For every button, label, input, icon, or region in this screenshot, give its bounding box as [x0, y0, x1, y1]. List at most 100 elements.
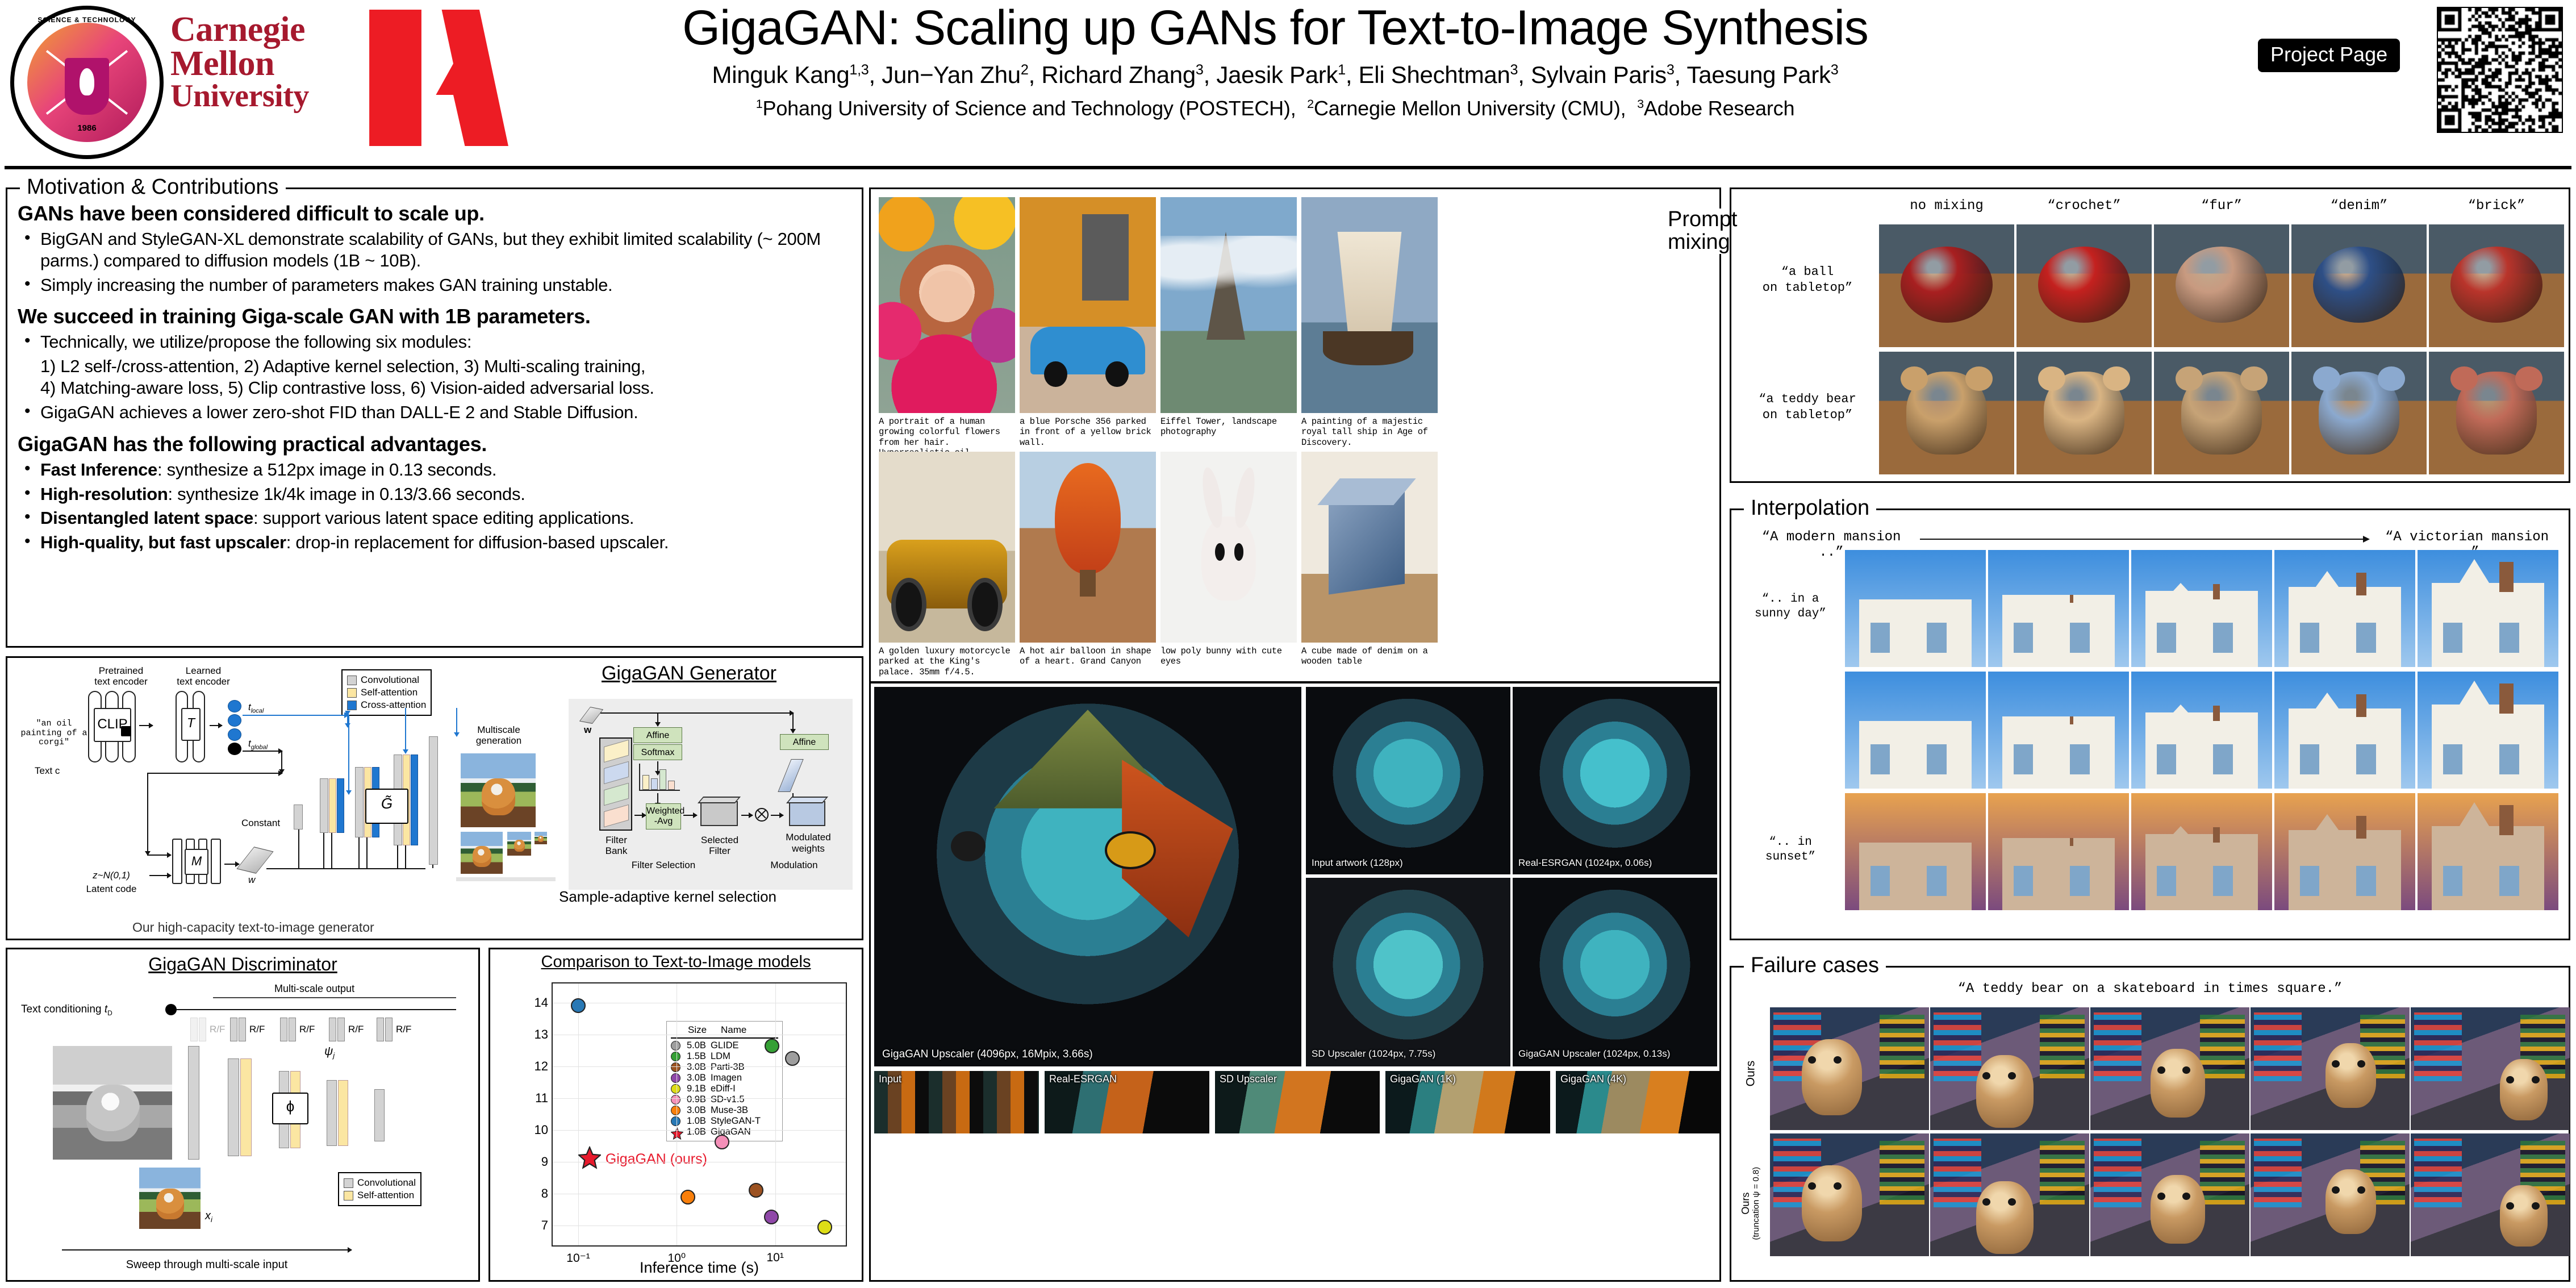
kernel-caption: Sample-adaptive kernel selection	[559, 888, 776, 905]
upscaler-input-image	[1306, 687, 1510, 874]
discriminator-input-image	[53, 1046, 172, 1160]
project-page-button[interactable]: Project Page	[2258, 39, 2400, 72]
title-block: GigaGAN: Scaling up GANs for Text-to-Ima…	[523, 2, 2028, 120]
rf-label: R/F	[299, 1024, 315, 1035]
generator-text-c: Text c	[35, 765, 60, 776]
chart-point[interactable]	[571, 998, 586, 1014]
kernel-w-label: w	[584, 724, 592, 735]
t-local-label: tlocal	[248, 702, 264, 715]
legend-row: Self-attention	[344, 1190, 416, 1201]
corgi-sample-large	[461, 753, 536, 827]
chart-legend-row: 3.0B Imagen	[671, 1073, 778, 1083]
upscaler-sd-image	[1306, 878, 1510, 1066]
motivation-bullet: Technically, we utilize/propose the foll…	[18, 331, 851, 353]
chart-legend-header: Size Name	[671, 1024, 778, 1036]
legend-marker-icon	[671, 1041, 680, 1051]
chart-y-tick: 14	[534, 995, 548, 1010]
advantage-label: High-quality, but fast upscaler	[40, 532, 286, 553]
legend-size: 9.1B	[687, 1083, 706, 1094]
qr-code-icon[interactable]	[2437, 7, 2563, 133]
sample-caption: A golden luxury motorcycle parked at the…	[879, 646, 1011, 677]
prompt-mixing-image	[2016, 224, 2152, 347]
upscaler-giga-image	[1513, 878, 1717, 1066]
legend-marker-icon	[670, 1127, 684, 1140]
advantage-item: High-resolution: synthesize 1k/4k image …	[18, 483, 851, 505]
chart-gridline	[775, 983, 776, 1245]
chart-point[interactable]	[817, 1219, 833, 1235]
crop-label: Real-ESRGAN	[1049, 1073, 1117, 1085]
author-list: Minguk Kang1,3, Jun−Yan Zhu2, Richard Zh…	[712, 61, 1839, 89]
motivation-heading-2: We succeed in training Giga-scale GAN wi…	[18, 305, 591, 328]
upscaler-giga-caption: GigaGAN Upscaler (1024px, 0.13s)	[1518, 1048, 1671, 1059]
failure-row-label: Ours (truncation ψ = 0.8)	[1739, 1166, 1761, 1240]
interp-arrow-icon	[1920, 536, 2370, 543]
m-label: M	[191, 854, 202, 868]
rf-label: R/F	[396, 1024, 412, 1035]
legend-name: LDM	[711, 1051, 730, 1061]
rf-label-faded: R/F	[210, 1024, 226, 1035]
chart-y-tick: 12	[534, 1058, 548, 1073]
motivation-bullet: BigGAN and StyleGAN-XL demonstrate scala…	[18, 228, 851, 272]
g-tilde-box	[365, 789, 408, 824]
generator-panel: GigaGAN Generator "an oil painting of a co…	[6, 656, 863, 940]
discriminator-title: GigaGAN Discriminator	[148, 954, 337, 974]
legend-row: Convolutional	[344, 1177, 416, 1189]
upscaler-large-caption: GigaGAN Upscaler (4096px, 16Mpix, 3.66s)	[882, 1048, 1093, 1060]
motivation-modules-line-1: 1) L2 self-/cross-attention, 2) Adaptive…	[40, 356, 646, 377]
prompt-mixing-column-header: “brick”	[2468, 198, 2525, 214]
chart-point[interactable]	[749, 1183, 764, 1198]
convolutional-swatch-icon	[347, 675, 357, 685]
interpolation-row-label: “.. in sunset”	[1765, 836, 1816, 864]
chart-y-tick: 11	[535, 1090, 548, 1105]
chart-point[interactable]	[763, 1209, 779, 1224]
prompt-mixing-image	[2429, 224, 2564, 347]
filter-bank-label: Filter Bank	[605, 835, 628, 856]
advantage-label: High-resolution	[40, 483, 168, 504]
chart-legend-row: 1.0B StyleGAN-T	[671, 1116, 778, 1127]
chart-y-tick: 9	[541, 1154, 548, 1169]
lock-icon	[121, 726, 131, 736]
affiliation-list: 1Pohang University of Science and Techno…	[755, 97, 1795, 120]
failure-image	[2090, 1007, 2249, 1130]
chart-point[interactable]	[680, 1190, 696, 1205]
cross-attention-swatch-icon	[347, 700, 357, 710]
legend-size: 3.0B	[687, 1062, 706, 1072]
upscaler-input-caption: Input artwork (128px)	[1312, 857, 1403, 868]
failure-image	[2411, 1007, 2570, 1130]
crop-label: GigaGAN (1K)	[1390, 1073, 1456, 1085]
cmu-wordmark: Carnegie Mellon University	[170, 12, 358, 112]
legend-marker-icon	[671, 1095, 680, 1104]
legend-name: eDiff-I	[711, 1083, 736, 1094]
failure-image	[2411, 1133, 2570, 1256]
chart-gridline	[553, 1098, 846, 1099]
upscaler-esrgan-caption: Real-ESRGAN (1024px, 0.06s)	[1518, 857, 1652, 868]
advantage-label: Fast Inference	[40, 459, 157, 480]
interpolation-image	[2274, 550, 2415, 667]
upscaler-esrgan-image	[1513, 687, 1717, 874]
prompt-mixing-image	[2154, 224, 2289, 347]
motivation-panel: Motivation & Contributions GANs have bee…	[6, 175, 863, 648]
header-divider	[5, 166, 2571, 169]
motivation-bullet: Simply increasing the number of paramete…	[18, 274, 851, 296]
chart-point-gigagan[interactable]	[577, 1145, 602, 1172]
interpolation-image	[2418, 793, 2558, 910]
chart-y-tick: 7	[541, 1218, 548, 1232]
generator-title: GigaGAN Generator	[601, 662, 776, 684]
chart-point[interactable]	[765, 1039, 780, 1054]
poster-header: SCIENCE & TECHNOLOGY 1986 Carnegie Mello…	[0, 0, 2576, 170]
cmu-line-3: University	[170, 78, 309, 114]
chart-point[interactable]	[715, 1135, 730, 1149]
prompt-mixing-image	[2291, 352, 2427, 474]
motivation-heading-3: GigaGAN has the following practical adva…	[18, 432, 487, 456]
legend-header-size: Size	[688, 1024, 707, 1035]
phi-box	[272, 1093, 308, 1124]
postech-seal-logo: SCIENCE & TECHNOLOGY 1986	[10, 6, 164, 159]
rf-label: R/F	[348, 1024, 364, 1035]
legend-name: GLIDE	[711, 1040, 739, 1051]
advantage-item: Disentangled latent space: support vario…	[18, 507, 851, 529]
legend-marker-icon	[671, 1052, 680, 1061]
crop-tile	[1556, 1071, 1721, 1133]
chart-point[interactable]	[785, 1051, 800, 1066]
legend-size: 3.0B	[687, 1105, 706, 1115]
advantage-text: : support various latent space editing a…	[253, 508, 634, 528]
